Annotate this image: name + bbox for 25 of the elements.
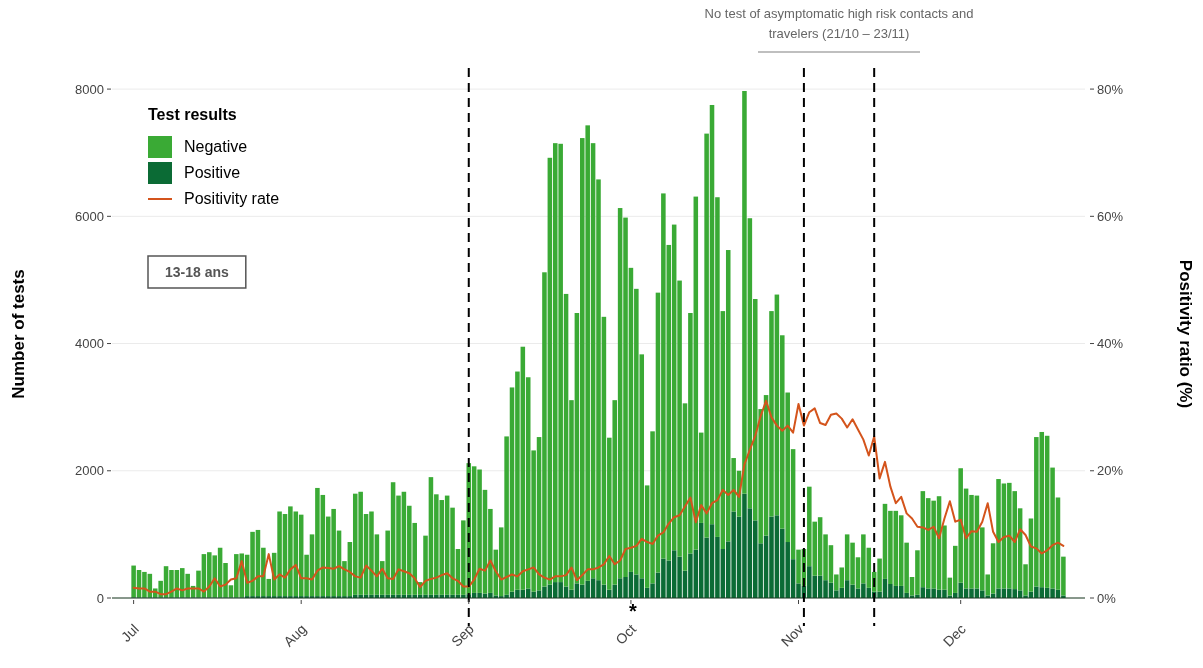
x-tick-label: Dec xyxy=(939,620,969,650)
x-tick-label: Aug xyxy=(280,620,310,650)
y2-tick-label: 80% xyxy=(1097,81,1124,97)
x-tick-label: Nov xyxy=(777,620,807,650)
y-tick-label: 8000 xyxy=(75,81,104,97)
legend-label: Positivity rate xyxy=(184,190,280,207)
x-tick-label: Jul xyxy=(117,620,142,645)
y-tick-label: 4000 xyxy=(75,336,104,352)
y-tick-label: 6000 xyxy=(75,208,104,224)
annotation: 13-18 ans xyxy=(164,264,230,280)
legend-label: Negative xyxy=(184,138,248,155)
y2-tick-label: 0% xyxy=(1097,590,1117,606)
x-tick-label: Oct xyxy=(612,620,640,648)
legend-title: Test results xyxy=(148,106,237,123)
y-tick-label: 2000 xyxy=(75,463,104,479)
x-tick-label: Sep xyxy=(447,620,478,650)
text: * xyxy=(629,600,638,622)
legend-label: Positive xyxy=(184,164,241,181)
y2-tick-label: 60% xyxy=(1097,208,1124,224)
text: No test of asymptomatic high risk contacts and travelers (21/10 – 23/11) xyxy=(704,6,974,41)
y2-tick-label: 20% xyxy=(1097,463,1124,479)
y2-axis-title: Positivity ratio (%) xyxy=(1176,259,1195,409)
y-axis-title: Number of tests xyxy=(9,269,28,399)
y-tick-label: 0 xyxy=(96,590,104,606)
y2-tick-label: 40% xyxy=(1097,336,1124,352)
